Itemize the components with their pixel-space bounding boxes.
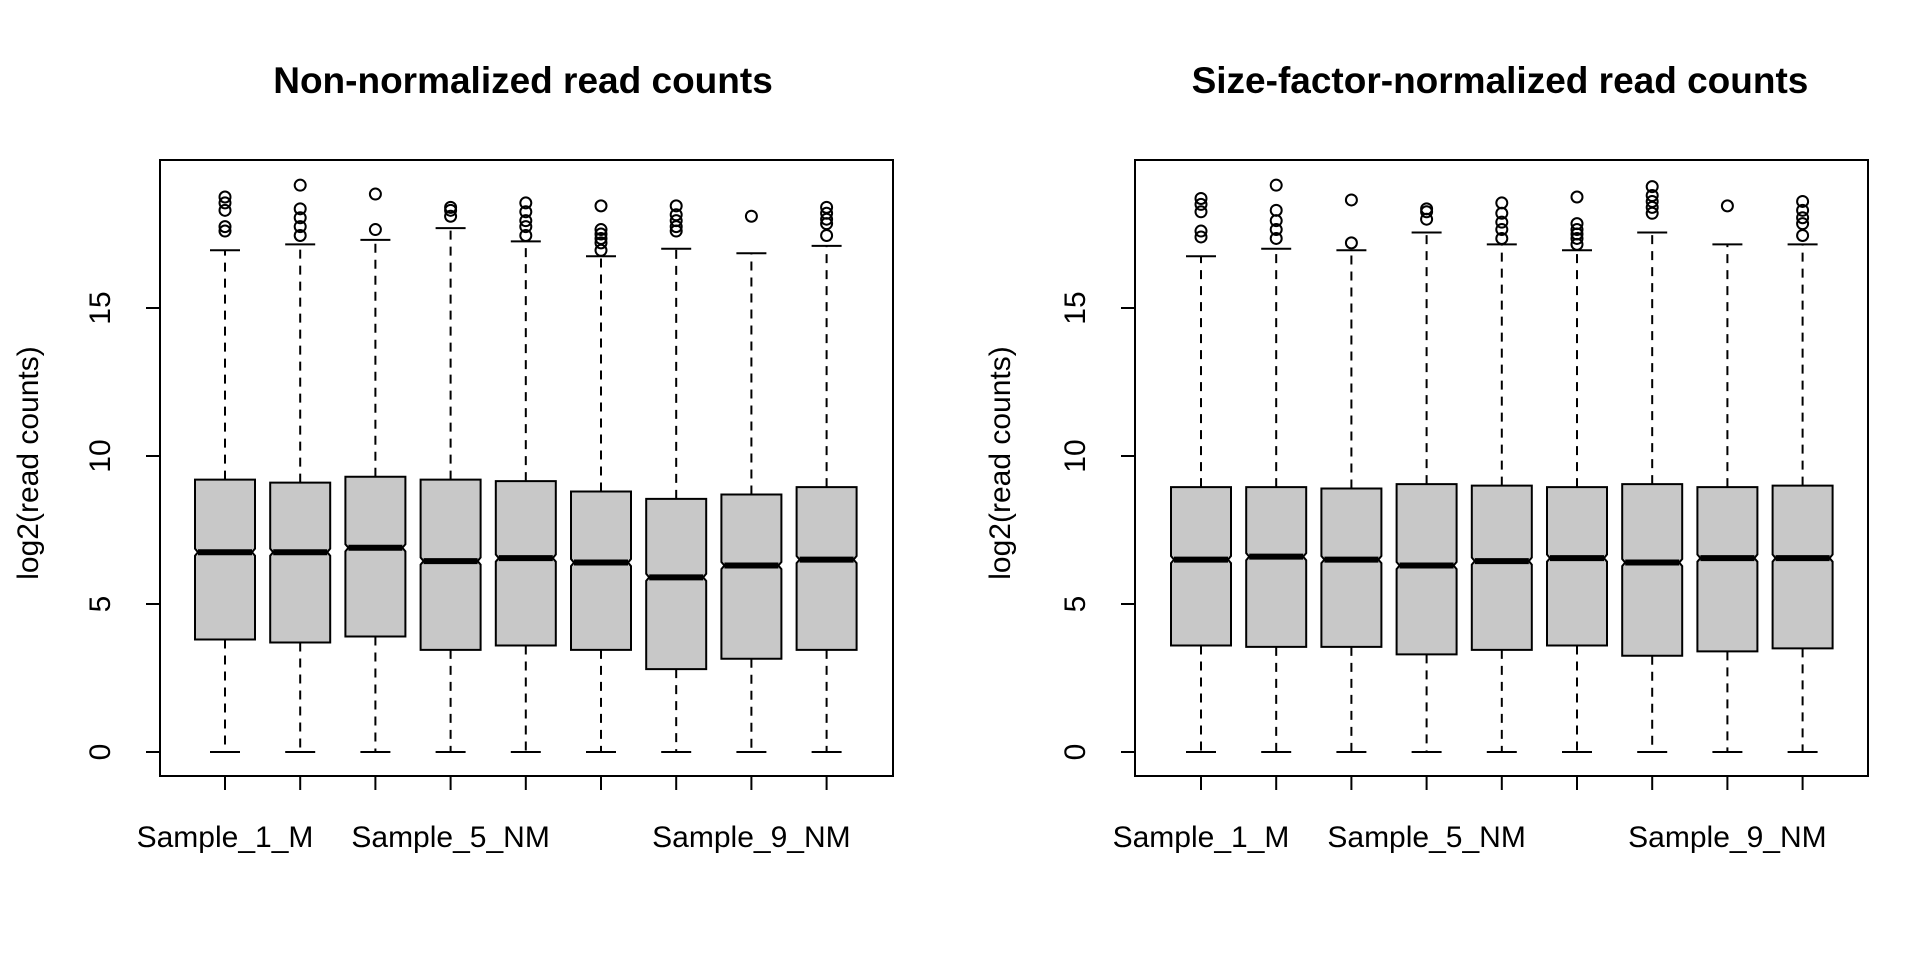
x-tick-label: Sample_9_NM — [652, 821, 850, 854]
box — [570, 490, 632, 651]
panel-non-normalized: Non-normalized read counts log2(read cou… — [12, 60, 894, 854]
outlier-point — [1796, 194, 1810, 208]
outlier-point — [820, 206, 834, 220]
outlier-point — [1194, 230, 1208, 244]
outlier-point — [519, 220, 533, 234]
outlier-point — [519, 205, 533, 219]
y-tick-label: 0 — [1059, 744, 1092, 761]
outlier-point — [1344, 193, 1358, 207]
outlier-point — [1645, 180, 1659, 194]
outlier-point — [368, 223, 382, 237]
box — [1470, 484, 1533, 651]
box — [419, 478, 482, 651]
x-tick-label: Sample_5_NM — [1327, 821, 1525, 854]
x-tick-label: Sample_9_NM — [1628, 821, 1826, 854]
outlier-point — [1269, 178, 1283, 192]
outlier-point — [444, 200, 458, 214]
y-tick-label: 10 — [1059, 439, 1092, 472]
outlier-point — [218, 224, 232, 238]
box — [494, 480, 557, 647]
outlier-point — [594, 231, 608, 245]
outlier-point — [744, 209, 758, 223]
outlier-point — [519, 214, 533, 228]
outlier-point — [669, 214, 683, 228]
y-tick-label: 15 — [84, 291, 117, 324]
outlier-point — [1570, 190, 1584, 204]
box — [1245, 486, 1308, 648]
outlier-point — [1269, 203, 1283, 217]
outlier-point — [1495, 231, 1509, 245]
outlier-point — [594, 227, 608, 241]
outlier-point — [1796, 217, 1810, 231]
outlier-point — [1645, 189, 1659, 203]
outlier-point — [293, 178, 307, 192]
box — [1320, 487, 1383, 648]
outlier-point — [594, 199, 608, 213]
box — [720, 493, 783, 660]
box — [194, 478, 256, 641]
box — [1771, 484, 1834, 650]
box — [1696, 486, 1759, 653]
y-axis-label: log2(read counts) — [984, 346, 1017, 579]
outlier-point — [1194, 224, 1208, 238]
outlier-point — [1796, 228, 1810, 242]
outlier-point — [444, 209, 458, 223]
outlier-point — [1570, 217, 1584, 231]
chart-title: Size-factor-normalized read counts — [1192, 60, 1809, 101]
outlier-point — [1645, 194, 1659, 208]
outlier-point — [1194, 197, 1208, 211]
outlier-point — [1570, 231, 1584, 245]
y-tick-label: 0 — [84, 744, 117, 761]
outlier-point — [218, 203, 232, 217]
outlier-point — [293, 220, 307, 234]
outlier-point — [1570, 223, 1584, 237]
outlier-point — [669, 208, 683, 222]
outlier-point — [293, 228, 307, 242]
outlier-point — [519, 228, 533, 242]
y-axis-label: log2(read counts) — [12, 346, 45, 579]
y-tick-label: 5 — [84, 596, 117, 613]
box — [344, 475, 407, 638]
y-tick-label: 5 — [1059, 596, 1092, 613]
outlier-point — [1495, 215, 1509, 229]
outlier-point — [1495, 196, 1509, 210]
panel-size-factor-normalized: Size-factor-normalized read counts log2(… — [984, 60, 1869, 854]
outlier-point — [293, 202, 307, 216]
outlier-point — [519, 196, 533, 210]
outlier-point — [218, 220, 232, 234]
outlier-point — [820, 228, 834, 242]
outlier-point — [1269, 231, 1283, 245]
outlier-point — [1720, 199, 1734, 213]
outlier-point — [1796, 203, 1810, 217]
box — [1395, 483, 1458, 656]
box — [1621, 483, 1684, 657]
outlier-point — [1194, 205, 1208, 219]
outlier-point — [218, 190, 232, 204]
outlier-point — [669, 199, 683, 213]
outlier-point — [1420, 202, 1434, 216]
outlier-point — [1269, 223, 1283, 237]
x-tick-label: Sample_1_M — [137, 821, 314, 854]
outlier-point — [293, 211, 307, 225]
box — [1546, 486, 1608, 647]
outlier-point — [218, 196, 232, 210]
y-tick-label: 15 — [1059, 291, 1092, 324]
outlier-point — [820, 200, 834, 214]
outlier-point — [1796, 211, 1810, 225]
outlier-point — [594, 236, 608, 250]
x-tick-label: Sample_5_NM — [351, 821, 549, 854]
outlier-point — [594, 223, 608, 237]
outlier-point — [368, 187, 382, 201]
outlier-point — [1495, 223, 1509, 237]
box — [645, 497, 708, 671]
outlier-point — [1344, 236, 1358, 250]
outlier-point — [1194, 191, 1208, 205]
x-tick-label: Sample_1_M — [1113, 821, 1290, 854]
box — [1170, 486, 1232, 647]
box — [269, 481, 332, 644]
box — [795, 486, 858, 651]
y-tick-label: 10 — [84, 439, 117, 472]
chart-title: Non-normalized read counts — [273, 60, 773, 101]
